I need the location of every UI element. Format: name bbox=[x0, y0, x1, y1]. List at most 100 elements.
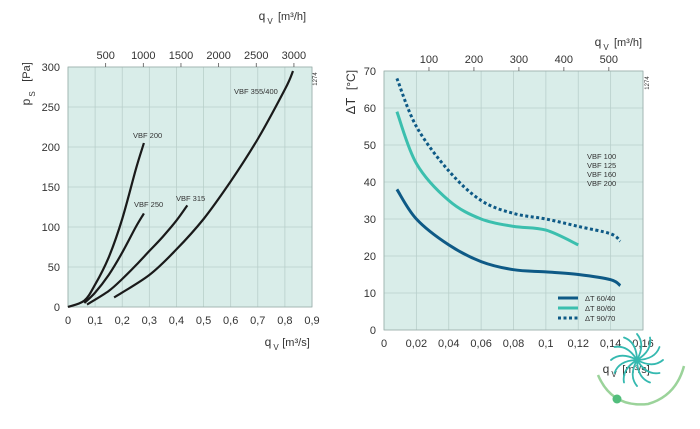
model-label: VBF 160 bbox=[587, 170, 616, 179]
series-line bbox=[395, 188, 622, 287]
y-tick-label: 150 bbox=[42, 182, 60, 194]
logo-blade bbox=[631, 359, 638, 387]
x-tick-label: 0,1 bbox=[87, 315, 102, 327]
x-tick-label: 0,8 bbox=[277, 315, 292, 327]
plot-border bbox=[383, 70, 644, 331]
temperature-chart: 0 0,02 0,04 0,06 0,08 0,1 0,12 0,14 0,1601020304… bbox=[343, 35, 654, 379]
top-tick-label: 1500 bbox=[169, 50, 193, 62]
y-tick-label: 0 bbox=[54, 302, 60, 314]
x-tick-label: 0,7 bbox=[250, 315, 265, 327]
top-tick-label: 400 bbox=[555, 54, 573, 66]
y-tick-label: 0 bbox=[370, 325, 376, 337]
y-tick-label: 100 bbox=[42, 222, 60, 234]
series-line bbox=[395, 77, 622, 243]
y-tick-label: 40 bbox=[364, 177, 376, 189]
logo-blade bbox=[623, 336, 638, 361]
top-tick-label: 2500 bbox=[244, 50, 268, 62]
y-tick-label: 300 bbox=[42, 62, 60, 74]
y-tick-label: 50 bbox=[364, 140, 376, 152]
top-tick-label: 2000 bbox=[206, 50, 230, 62]
logo-blade bbox=[613, 359, 638, 374]
logo bbox=[596, 333, 686, 406]
plot-border bbox=[67, 66, 313, 308]
y-axis-label-main: ΔT bbox=[343, 98, 358, 115]
chart-code: 1274 bbox=[313, 72, 319, 86]
logo-blade bbox=[636, 333, 643, 361]
x-axis-label-sub: V bbox=[611, 370, 617, 379]
top-axis-label-sub: V bbox=[267, 17, 273, 26]
series-line bbox=[113, 70, 295, 299]
y-tick-label: 70 bbox=[364, 66, 376, 78]
y-axis-label-main: p bbox=[19, 98, 33, 105]
x-tick-label: 0,9 bbox=[304, 315, 319, 327]
y-tick-label: 50 bbox=[48, 262, 60, 274]
top-tick-label: 500 bbox=[600, 54, 618, 66]
series-line bbox=[395, 111, 579, 247]
x-axis-label-main: q bbox=[603, 362, 610, 376]
y-axis-label-sub: S bbox=[28, 91, 37, 96]
model-label: VBF 125 bbox=[587, 161, 616, 170]
x-axis-label-sub: V bbox=[273, 343, 279, 352]
top-tick-label: 500 bbox=[96, 50, 114, 62]
top-axis-label-main: q bbox=[595, 35, 602, 49]
x-tick-label: 0,04 bbox=[438, 338, 459, 350]
top-axis-label-unit: [m³/h] bbox=[614, 37, 642, 49]
x-tick-label: 0,4 bbox=[169, 315, 184, 327]
logo-blade bbox=[636, 359, 664, 366]
logo-blade bbox=[636, 346, 661, 361]
top-axis-label-unit: [m³/h] bbox=[278, 11, 306, 23]
x-tick-label: 0 bbox=[65, 315, 71, 327]
y-tick-label: 60 bbox=[364, 103, 376, 115]
series-line bbox=[67, 142, 145, 309]
logo-blade bbox=[610, 354, 638, 361]
logo-blade bbox=[636, 359, 661, 375]
x-tick-label: 0,6 bbox=[223, 315, 238, 327]
series-label: VBF 355/400 bbox=[234, 87, 278, 96]
legend-label: ΔT 80/60 bbox=[585, 304, 615, 313]
chart-code: 1274 bbox=[645, 76, 651, 90]
legend-label: ΔT 90/70 bbox=[585, 314, 615, 323]
logo-blade bbox=[636, 359, 651, 384]
x-axis-label-unit: [m³/s] bbox=[282, 337, 310, 349]
x-tick-label: 0,5 bbox=[196, 315, 211, 327]
top-tick-label: 200 bbox=[465, 54, 483, 66]
logo-dot bbox=[612, 394, 622, 404]
logo-blade bbox=[613, 345, 638, 361]
x-tick-label: 0 bbox=[381, 338, 387, 350]
x-tick-label: 0,12 bbox=[568, 338, 589, 350]
top-tick-label: 100 bbox=[420, 54, 438, 66]
series-label: VBF 315 bbox=[176, 194, 205, 203]
x-tick-label: 0,3 bbox=[142, 315, 157, 327]
model-label: VBF 200 bbox=[587, 179, 616, 188]
y-tick-label: 20 bbox=[364, 251, 376, 263]
y-axis-label: pS [Pa] bbox=[19, 62, 37, 105]
top-tick-label: 3000 bbox=[282, 50, 306, 62]
y-tick-label: 30 bbox=[364, 214, 376, 226]
y-tick-label: 200 bbox=[42, 142, 60, 154]
model-label: VBF 100 bbox=[587, 152, 616, 161]
series-label: VBF 250 bbox=[134, 200, 163, 209]
x-tick-label: 0,2 bbox=[115, 315, 130, 327]
y-tick-label: 10 bbox=[364, 288, 376, 300]
y-tick-label: 250 bbox=[42, 102, 60, 114]
x-tick-label: 0,1 bbox=[538, 338, 553, 350]
x-tick-label: 0,14 bbox=[600, 338, 621, 350]
legend-label: ΔT 60/40 bbox=[585, 294, 615, 303]
logo-arc bbox=[596, 365, 686, 406]
x-tick-label: 0,02 bbox=[406, 338, 427, 350]
top-tick-label: 300 bbox=[510, 54, 528, 66]
x-tick-label: 0,08 bbox=[503, 338, 524, 350]
x-axis-label-main: q bbox=[265, 335, 272, 349]
y-axis-label: ΔT [°C] bbox=[343, 70, 358, 114]
series-label: VBF 200 bbox=[133, 131, 162, 140]
y-axis-label-unit: [Pa] bbox=[21, 62, 33, 82]
logo-blade bbox=[636, 336, 652, 361]
pressure-chart: 0 0,1 0,2 0,3 0,4 0,5 0,6 0,7 0,8 0,9 0 50 100 150 200… bbox=[19, 9, 320, 352]
top-tick-label: 1000 bbox=[131, 50, 155, 62]
y-axis-label-unit: [°C] bbox=[344, 70, 358, 90]
x-tick-label: 0,06 bbox=[470, 338, 491, 350]
logo-blade bbox=[622, 359, 638, 384]
top-axis-label-main: q bbox=[259, 9, 266, 23]
series-line bbox=[83, 212, 145, 304]
